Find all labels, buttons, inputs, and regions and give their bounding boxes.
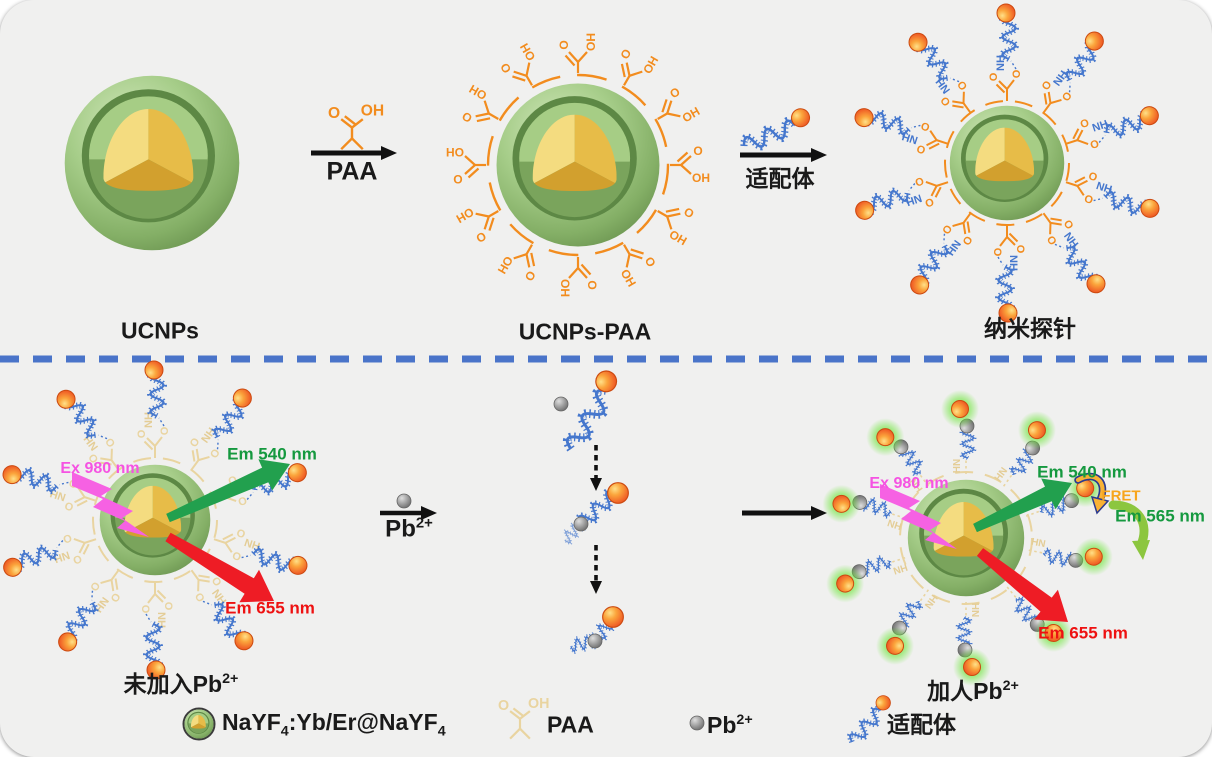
- legend-nanoparticle-label: NaYF4:Yb/Er@NaYF4: [222, 709, 446, 740]
- em565-arrow: [1108, 500, 1150, 560]
- legend: [182, 692, 894, 746]
- fret-arrow: [1074, 472, 1110, 515]
- ex980-left-label: Ex 980 nm: [60, 460, 140, 477]
- em655-arrow: [165, 532, 274, 603]
- aptamer-arrow-label: 适配体: [745, 165, 815, 192]
- paa-molecule-icon: [326, 101, 386, 151]
- ucnps-label: UCNPs: [121, 317, 199, 344]
- legend-paa-label: PAA: [547, 711, 594, 738]
- pb-arrow-label: Pb2+: [385, 515, 433, 543]
- legend-nanoparticle-icon: [184, 709, 213, 738]
- paa-reaction-arrow: [311, 101, 397, 160]
- em565-label: Em 565 nm: [1115, 506, 1205, 526]
- em655-right-label: Em 655 nm: [1038, 623, 1128, 643]
- ucnp-particle: [65, 76, 240, 251]
- em540-right-label: Em 540 nm: [1037, 462, 1127, 482]
- without-pb-label: 未加入Pb2+: [123, 670, 239, 697]
- legend-aptamer-label: 适配体: [887, 711, 956, 738]
- em655-arrow: [976, 548, 1068, 622]
- aptamer-folded: [570, 606, 624, 652]
- pb-reaction-arrow: [380, 493, 437, 520]
- legend-pb-label: Pb2+: [707, 711, 753, 738]
- nanoprobe-label: 纳米探针: [984, 315, 1076, 342]
- paa-arrow-label: PAA: [326, 157, 378, 186]
- ucnps-paa-label: UCNPs-PAA: [518, 318, 652, 345]
- ex980-right-label: Ex 980 nm: [869, 475, 949, 492]
- probe-without-pb: [0, 361, 312, 679]
- legend-pb-icon: [689, 715, 705, 731]
- em540-arrow: [166, 459, 290, 523]
- probe-with-pb: [818, 390, 1150, 686]
- with-pb-label: 加人Pb2+: [927, 677, 1019, 704]
- em540-arrow: [973, 478, 1072, 533]
- aptamer-binding: [561, 482, 629, 544]
- nanoprobe-particle: [850, 4, 1164, 322]
- em655-left-label: Em 655 nm: [225, 598, 315, 618]
- fret-label: FRET: [1101, 487, 1141, 505]
- legend-paa-icon: [496, 694, 551, 740]
- aptamer-free: [557, 366, 622, 453]
- aptamer-icon: [739, 105, 813, 153]
- aptamer-folding-sequence: [553, 366, 629, 652]
- ucnp-paa-particle: [444, 31, 712, 299]
- aptamer-reaction-arrow: [739, 105, 827, 162]
- em540-left-label: Em 540 nm: [227, 444, 317, 464]
